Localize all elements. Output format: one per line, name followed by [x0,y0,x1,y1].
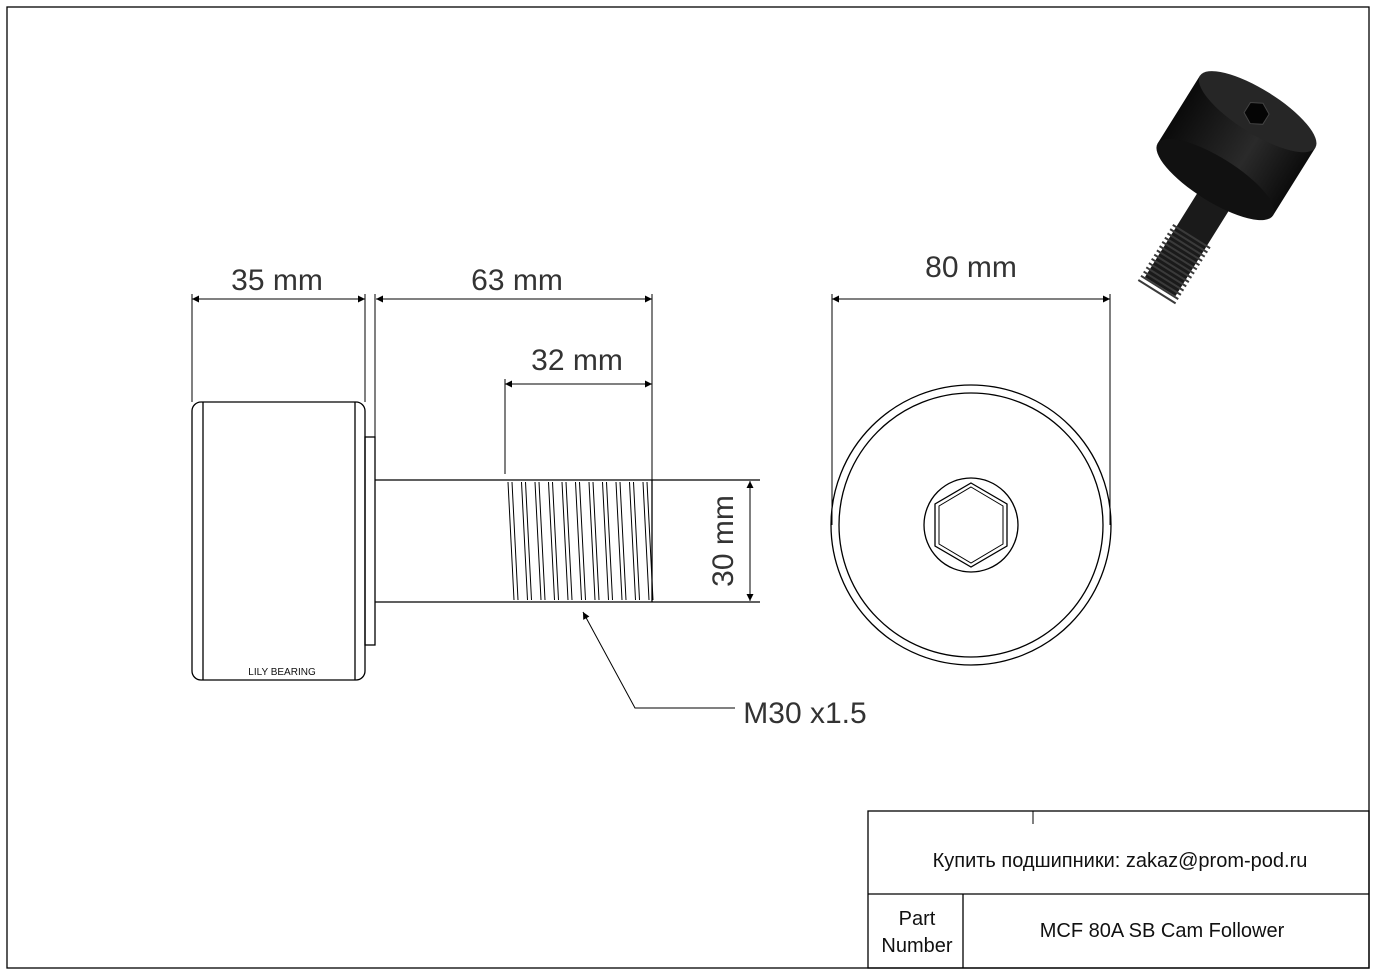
thread-ridge [1156,249,1195,275]
dim-roller-width: 35 mm [231,264,323,297]
roller-outline [191,401,366,681]
thread-line [602,481,613,601]
thread-line [575,481,586,601]
dim-overall-length: 63 mm [471,264,563,297]
thread-leader [582,611,735,709]
thread-line [548,481,559,601]
title-block: Купить подшипники: zakaz@prom-pod.ru Par… [867,810,1370,969]
thread-line [615,481,627,601]
part-number-label-2: Number [881,935,952,957]
dim-thread-length: 32 mm [531,344,623,377]
thread-line [521,481,532,601]
thread-lines [507,481,654,601]
side-view: LILY BEARING [191,294,760,681]
thread-ridge [1151,257,1190,283]
thread-line [588,481,600,601]
dim-stud-diameter: 30 mm [707,495,740,587]
thread-ridge [1164,236,1203,262]
thread-line [534,481,546,601]
thread-ridge [1172,224,1211,250]
thread-line [561,481,573,601]
brand-label: LILY BEARING [248,667,316,678]
thread-ridge [1166,232,1206,258]
inner-ring [838,392,1104,658]
thread-ridge [1137,279,1177,305]
thread-spec: M30 x1.5 [743,697,866,730]
thread-line [507,481,519,601]
flange [364,436,376,646]
socket-circle [923,477,1019,573]
thread-ridge [1158,245,1198,271]
contact-text: Купить подшипники: zakaz@prom-pod.ru [933,850,1308,872]
hex-socket-icon [934,482,1008,568]
thread-line [642,481,654,601]
thread-ridge [1161,241,1201,267]
thread-ridge [1143,270,1182,296]
dim-outer-diameter: 80 mm [925,251,1017,284]
thread-ridge [1153,253,1193,279]
thread-ridge [1148,262,1187,288]
drawing-border [6,6,1370,969]
thread-ridge [1169,228,1208,254]
thread-ridge [1145,266,1185,292]
part-number-label-1: Part [899,908,936,930]
thread-line [629,481,640,601]
thread-ridge [1140,274,1179,300]
front-view [830,384,1112,666]
part-number-value: MCF 80A SB Cam Follower [1040,920,1285,942]
outer-ring [830,384,1112,666]
product-3d-render [1137,71,1317,305]
